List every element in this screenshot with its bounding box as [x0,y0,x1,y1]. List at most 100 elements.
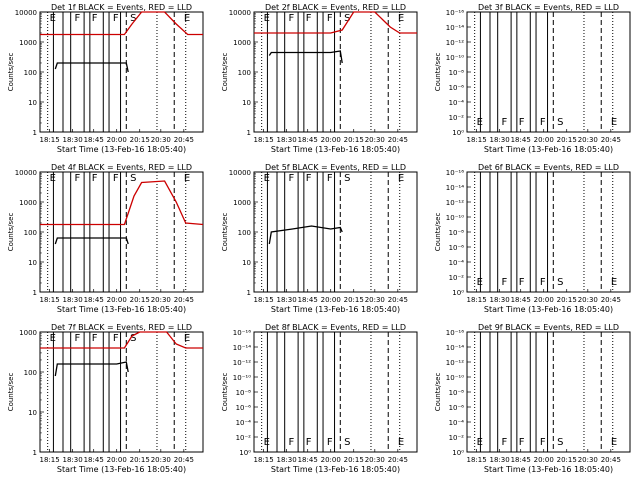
plot-panel-7: Det 7f BLACK = Events, RED = LLD Start Ti… [7,323,204,474]
x-tick-label: 20:45 [601,456,621,464]
marker-label: F [289,173,295,184]
x-axis-label: Start Time (13-Feb-16 18:05:40) [57,465,186,474]
marker-label: F [327,173,333,184]
y-tick-label: 10⁻⁴ [449,259,465,267]
marker-label: F [92,13,98,24]
x-tick-label: 20:15 [557,456,577,464]
y-tick-label: 10⁻¹² [233,359,251,367]
x-tick-label: 20:30 [578,456,598,464]
marker-label: F [540,437,546,448]
y-axis-label: Counts/sec [434,213,442,252]
x-tick-label: 18:30 [63,296,83,304]
plot-panel-3: Det 3f BLACK = Events, RED = LLD Start Ti… [434,3,631,154]
x-axis-label: Start Time (13-Feb-16 18:05:40) [271,145,400,154]
plot-title: Det 4f BLACK = Events, RED = LLD [51,163,192,172]
marker-label: F [519,277,525,288]
x-tick-label: 18:45 [511,296,531,304]
x-tick-label: 18:30 [490,136,510,144]
x-tick-label: 18:45 [84,296,104,304]
x-tick-label: 20:30 [151,296,171,304]
y-tick-label: 10⁻² [449,274,465,282]
marker-label: F [289,13,295,24]
y-tick-label: 10 [28,409,37,417]
marker-label: F [540,117,546,128]
x-tick-label: 20:00 [534,136,554,144]
y-tick-label: 10⁻¹⁰ [233,374,251,382]
y-tick-label: 100 [238,69,251,77]
x-tick-label: 20:45 [174,296,194,304]
x-tick-label: 18:45 [298,456,318,464]
x-tick-label: 18:15 [253,456,273,464]
y-tick-label: 10⁻⁸ [449,389,465,397]
marker-label: S [130,173,136,184]
marker-label: E [184,13,190,24]
plot-frame [253,331,418,453]
y-tick-label: 10⁻¹² [446,39,464,47]
marker-label: E [398,13,404,24]
x-tick-label: 18:15 [466,456,486,464]
marker-label: F [306,437,312,448]
plot-panel-1: Det 1f BLACK = Events, RED = LLD Start Ti… [7,3,204,154]
x-tick-label: 20:45 [388,296,408,304]
plot-frame [466,11,631,133]
x-tick-label: 20:45 [388,456,408,464]
marker-label: E [264,173,270,184]
series-line-events [54,62,129,73]
y-axis-label: Counts/sec [221,373,229,412]
y-tick-label: 10⁻² [449,114,465,122]
marker-label: F [75,173,81,184]
x-tick-label: 20:00 [107,456,127,464]
y-tick-label: 100 [24,369,37,377]
x-tick-label: 20:30 [578,296,598,304]
x-tick-label: 18:30 [277,296,297,304]
x-axis-label: Start Time (13-Feb-16 18:05:40) [271,305,400,314]
marker-label: S [557,277,563,288]
y-axis-label: Counts/sec [7,53,15,92]
x-tick-label: 20:15 [130,456,150,464]
x-tick-label: 20:15 [130,296,150,304]
y-tick-label: 10000 [15,169,37,177]
marker-label: F [75,13,81,24]
marker-label: F [113,173,119,184]
marker-label: F [540,277,546,288]
plot-frame [253,171,418,293]
y-tick-label: 10⁻¹⁰ [446,374,464,382]
y-tick-label: 10⁻¹⁴ [446,184,464,192]
plot-frame [39,171,204,293]
x-tick-label: 20:00 [107,136,127,144]
x-tick-label: 20:00 [534,296,554,304]
y-axis-label: Counts/sec [221,53,229,92]
series-line-lld [40,11,203,36]
x-tick-label: 20:30 [365,136,385,144]
y-tick-label: 10⁻² [236,434,252,442]
marker-label: F [519,117,525,128]
y-tick-label: 10 [242,259,251,267]
plot-title: Det 2f BLACK = Events, RED = LLD [265,3,406,12]
x-axis-label: Start Time (13-Feb-16 18:05:40) [57,305,186,314]
marker-label: S [130,333,136,344]
x-axis-label: Start Time (13-Feb-16 18:05:40) [484,465,613,474]
y-tick-label: 10 [28,259,37,267]
series-line-lld [254,11,417,34]
x-tick-label: 20:15 [344,296,364,304]
marker-label: E [611,437,617,448]
marker-label: E [264,437,270,448]
x-tick-label: 18:30 [277,136,297,144]
y-tick-label: 10⁻⁶ [449,404,465,412]
marker-label: F [502,437,508,448]
y-tick-label: 10⁻¹² [446,359,464,367]
y-tick-label: 10000 [229,169,251,177]
marker-label: E [477,437,483,448]
plot-panel-8: Det 8f BLACK = Events, RED = LLD Start Ti… [221,323,418,474]
marker-label: E [611,277,617,288]
y-tick-label: 10⁻¹⁴ [233,344,251,352]
y-tick-label: 100 [24,229,37,237]
x-tick-label: 18:30 [490,296,510,304]
x-tick-label: 20:45 [601,296,621,304]
y-tick-label: 10⁻⁸ [449,69,465,77]
y-tick-label: 10⁻⁴ [449,99,465,107]
y-tick-label: 10⁻⁶ [449,244,465,252]
x-tick-label: 20:30 [578,136,598,144]
plot-panel-9: Det 9f BLACK = Events, RED = LLD Start Ti… [434,323,631,474]
x-tick-label: 20:00 [107,296,127,304]
